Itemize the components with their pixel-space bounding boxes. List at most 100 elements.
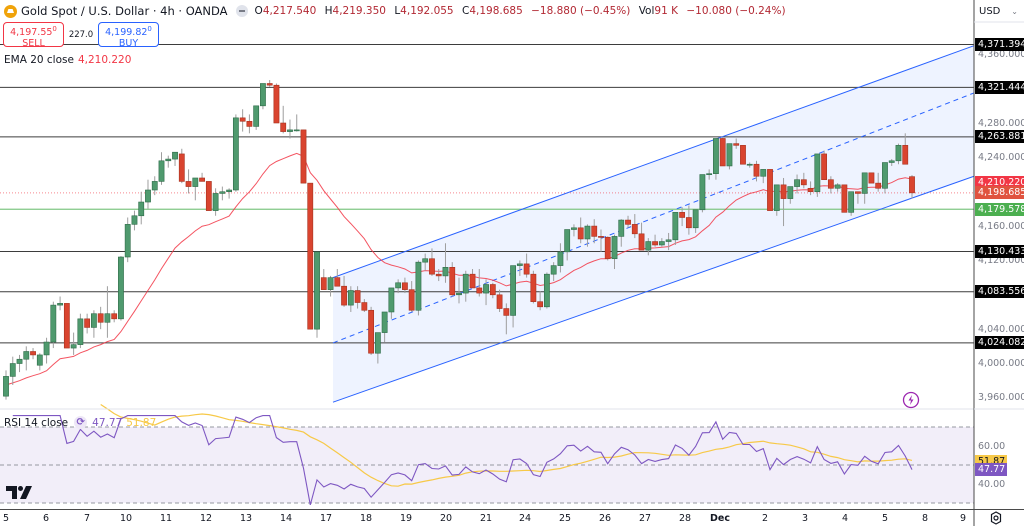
- candle-up[interactable]: [104, 313, 111, 323]
- candle-up[interactable]: [611, 236, 618, 260]
- candle-down[interactable]: [30, 351, 36, 356]
- candle-up[interactable]: [794, 179, 800, 187]
- candle-up[interactable]: [212, 193, 219, 211]
- candle-up[interactable]: [645, 241, 652, 251]
- candle-up[interactable]: [381, 311, 388, 333]
- channel-lower-line[interactable]: [332, 175, 975, 403]
- candle-down[interactable]: [84, 318, 91, 328]
- candle-up[interactable]: [226, 189, 233, 193]
- candle-up[interactable]: [699, 174, 706, 211]
- candle-down[interactable]: [199, 177, 205, 182]
- candle-up[interactable]: [90, 313, 97, 328]
- candle-down[interactable]: [821, 153, 828, 180]
- candle-down[interactable]: [307, 182, 314, 330]
- candle-up[interactable]: [692, 209, 699, 229]
- candle-down[interactable]: [266, 83, 273, 86]
- candle-up[interactable]: [706, 173, 713, 175]
- candle-up[interactable]: [131, 215, 138, 225]
- candle-down[interactable]: [841, 184, 848, 213]
- candle-down[interactable]: [523, 263, 530, 275]
- candle-down[interactable]: [807, 187, 814, 193]
- candle-up[interactable]: [23, 351, 30, 360]
- candle-down[interactable]: [598, 236, 604, 238]
- candle-down[interactable]: [503, 308, 510, 316]
- candle-up[interactable]: [287, 129, 293, 132]
- candle-down[interactable]: [780, 184, 787, 199]
- candle-up[interactable]: [192, 177, 199, 187]
- candle-up[interactable]: [895, 145, 902, 162]
- candle-up[interactable]: [374, 332, 381, 354]
- candle-up[interactable]: [138, 201, 145, 217]
- candle-down[interactable]: [577, 227, 584, 240]
- candle-up[interactable]: [293, 129, 300, 132]
- candle-up[interactable]: [550, 265, 557, 275]
- candle-up[interactable]: [658, 241, 665, 246]
- candle-down[interactable]: [625, 219, 631, 225]
- candle-down[interactable]: [408, 289, 415, 311]
- candle-down[interactable]: [435, 273, 442, 277]
- candle-up[interactable]: [618, 219, 625, 237]
- candle-down[interactable]: [469, 273, 476, 289]
- channel-median-line[interactable]: [332, 92, 975, 344]
- candle-down[interactable]: [855, 191, 861, 194]
- candle-up[interactable]: [151, 181, 158, 191]
- candle-up[interactable]: [456, 292, 462, 296]
- currency-selector[interactable]: USD ⌄: [974, 0, 1024, 22]
- candle-up[interactable]: [36, 354, 43, 366]
- candle-up[interactable]: [3, 376, 9, 397]
- symbol-title[interactable]: Gold Spot / U.S. Dollar · 4h · OANDA: [21, 4, 228, 18]
- candle-down[interactable]: [902, 145, 909, 165]
- candle-up[interactable]: [219, 191, 226, 194]
- market-status-icon[interactable]: [235, 5, 248, 17]
- candle-up[interactable]: [726, 143, 733, 167]
- candle-up[interactable]: [388, 287, 395, 313]
- candle-up[interactable]: [584, 225, 591, 240]
- candle-down[interactable]: [361, 302, 368, 311]
- candle-up[interactable]: [415, 261, 422, 311]
- candle-up[interactable]: [665, 239, 672, 242]
- candle-up[interactable]: [882, 162, 888, 189]
- candle-down[interactable]: [827, 179, 834, 189]
- ema-legend[interactable]: EMA 20 close 4,210.220: [4, 54, 131, 66]
- candle-up[interactable]: [462, 273, 469, 294]
- tradingview-logo[interactable]: [6, 486, 32, 500]
- candle-up[interactable]: [888, 160, 895, 163]
- rsi-legend[interactable]: RSI 14 close ⟳ 47.77 51.87: [4, 416, 156, 429]
- candle-up[interactable]: [510, 265, 516, 316]
- candle-down[interactable]: [719, 138, 726, 167]
- candle-down[interactable]: [111, 313, 118, 320]
- candle-down[interactable]: [429, 258, 435, 275]
- candle-down[interactable]: [631, 224, 638, 235]
- candle-down[interactable]: [300, 129, 307, 184]
- buy-button[interactable]: 4,199.820 BUY: [98, 22, 159, 49]
- candle-down[interactable]: [449, 267, 456, 296]
- candle-down[interactable]: [185, 181, 192, 187]
- candle-down[interactable]: [354, 290, 361, 303]
- candle-down[interactable]: [800, 179, 807, 186]
- candle-up[interactable]: [442, 267, 449, 277]
- candle-down[interactable]: [273, 84, 280, 124]
- candle-up[interactable]: [557, 251, 564, 266]
- refresh-icon[interactable]: ⟳: [74, 416, 88, 429]
- candle-down[interactable]: [205, 181, 212, 211]
- candle-down[interactable]: [341, 285, 347, 306]
- candle-down[interactable]: [537, 301, 544, 308]
- candle-down[interactable]: [530, 273, 537, 302]
- candle-up[interactable]: [422, 258, 429, 263]
- candle-down[interactable]: [239, 117, 246, 122]
- candle-up[interactable]: [848, 191, 855, 213]
- candle-up[interactable]: [314, 251, 320, 330]
- candle-down[interactable]: [909, 176, 915, 194]
- candle-down[interactable]: [767, 169, 773, 211]
- candle-up[interactable]: [232, 117, 239, 191]
- candle-down[interactable]: [868, 172, 875, 184]
- candle-up[interactable]: [564, 229, 571, 253]
- candle-up[interactable]: [672, 212, 679, 241]
- candle-up[interactable]: [172, 151, 178, 160]
- candle-up[interactable]: [165, 158, 172, 162]
- candle-up[interactable]: [57, 303, 63, 306]
- candle-down[interactable]: [604, 236, 611, 260]
- candle-down[interactable]: [489, 284, 496, 296]
- channel-upper-line[interactable]: [332, 45, 975, 279]
- candle-down[interactable]: [334, 277, 341, 287]
